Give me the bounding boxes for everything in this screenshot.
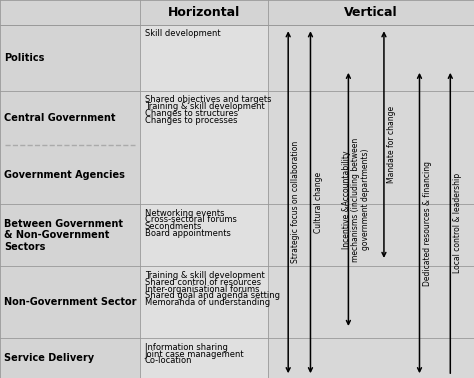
Text: Skill development: Skill development — [145, 29, 220, 38]
Text: Shared goal and agenda setting: Shared goal and agenda setting — [145, 291, 280, 301]
Bar — [268, 338, 474, 378]
Text: Secondments: Secondments — [145, 222, 202, 231]
Text: Networking events: Networking events — [145, 209, 224, 218]
Bar — [140, 204, 268, 266]
Text: Central Government: Central Government — [4, 113, 115, 123]
Text: Shared control of resources: Shared control of resources — [145, 278, 261, 287]
Text: Incentive &Accountability
mechanisms (including between
government departments): Incentive &Accountability mechanisms (in… — [342, 137, 370, 262]
Text: Cultural change: Cultural change — [314, 172, 322, 233]
Text: Strategic focus on collaboration: Strategic focus on collaboration — [292, 141, 300, 263]
Text: Between Government
& Non-Government
Sectors: Between Government & Non-Government Sect… — [4, 219, 123, 252]
Bar — [268, 0, 474, 25]
Bar — [268, 266, 474, 338]
Text: Changes to structures: Changes to structures — [145, 109, 237, 118]
Text: Government Agencies: Government Agencies — [4, 170, 125, 180]
Text: Training & skill development: Training & skill development — [145, 271, 264, 280]
Bar — [140, 91, 268, 204]
Text: Non-Government Sector: Non-Government Sector — [4, 297, 137, 307]
Text: Inter-organisational forums: Inter-organisational forums — [145, 285, 259, 294]
Bar — [268, 204, 474, 266]
Text: Information sharing: Information sharing — [145, 343, 228, 352]
Text: Memoranda of understanding: Memoranda of understanding — [145, 298, 270, 307]
Bar — [268, 25, 474, 91]
Text: Changes to processes: Changes to processes — [145, 116, 237, 125]
Text: Mandate for change: Mandate for change — [387, 106, 396, 183]
Bar — [140, 266, 268, 338]
Text: Service Delivery: Service Delivery — [4, 353, 94, 363]
Text: Vertical: Vertical — [344, 6, 398, 19]
Text: Co-location: Co-location — [145, 356, 192, 366]
Text: Joint case management: Joint case management — [145, 350, 244, 359]
Bar — [140, 25, 268, 91]
Text: Local control & leadership: Local control & leadership — [454, 173, 462, 273]
Text: Horizontal: Horizontal — [168, 6, 240, 19]
Bar — [0, 204, 140, 266]
Text: Cross-sectoral forums: Cross-sectoral forums — [145, 215, 237, 225]
Bar — [0, 0, 268, 25]
Bar — [0, 338, 140, 378]
Text: Training & skill development: Training & skill development — [145, 102, 264, 111]
Bar — [0, 91, 140, 204]
Text: Shared objectives and targets: Shared objectives and targets — [145, 95, 271, 104]
Text: Dedicated resources & financing: Dedicated resources & financing — [423, 161, 431, 285]
Bar — [268, 91, 474, 204]
Bar — [0, 25, 140, 91]
Text: Politics: Politics — [4, 53, 44, 63]
Bar — [0, 266, 140, 338]
Bar — [140, 338, 268, 378]
Text: Board appointments: Board appointments — [145, 229, 230, 238]
